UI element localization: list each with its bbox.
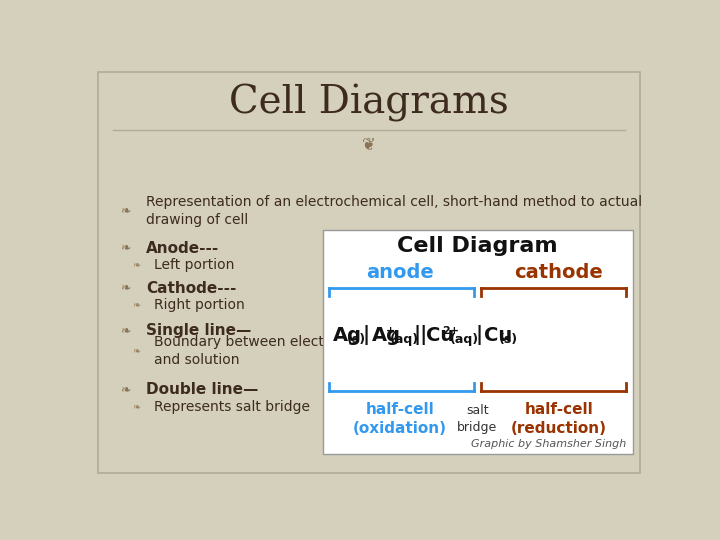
Text: Cell Diagrams: Cell Diagrams	[229, 84, 509, 122]
Text: (aq): (aq)	[449, 333, 479, 346]
Text: Left portion: Left portion	[153, 258, 234, 272]
Text: Ag: Ag	[372, 326, 401, 345]
Text: 2+: 2+	[442, 326, 459, 336]
Text: ❧: ❧	[120, 241, 130, 254]
Text: Cu: Cu	[426, 326, 454, 345]
Text: anode: anode	[366, 263, 434, 282]
Text: Right portion: Right portion	[153, 298, 244, 312]
Text: ❦: ❦	[362, 136, 376, 154]
Text: Representation of an electrochemical cell, short-hand method to actual
drawing o: Representation of an electrochemical cel…	[145, 195, 642, 227]
Text: (s): (s)	[347, 333, 366, 346]
Text: Double line—: Double line—	[145, 382, 258, 397]
Text: Represents salt bridge: Represents salt bridge	[153, 401, 310, 415]
Text: ❧: ❧	[132, 402, 140, 413]
Text: Cell Diagram: Cell Diagram	[397, 236, 558, 256]
Text: half-cell
(oxidation): half-cell (oxidation)	[353, 402, 447, 436]
Text: Cu: Cu	[485, 326, 513, 345]
Text: ❧: ❧	[120, 205, 130, 218]
Text: ❧: ❧	[132, 260, 140, 270]
Text: cathode: cathode	[515, 263, 603, 282]
Text: Ag: Ag	[333, 326, 362, 345]
Bar	[323, 231, 632, 454]
Text: Boundary between electrode
and solution: Boundary between electrode and solution	[153, 335, 355, 367]
Text: salt
bridge: salt bridge	[457, 404, 498, 434]
Text: half-cell
(reduction): half-cell (reduction)	[511, 402, 607, 436]
Text: ||: ||	[413, 326, 428, 346]
Text: ❧: ❧	[120, 383, 130, 396]
Text: ❧: ❧	[120, 281, 130, 295]
Text: ❧: ❧	[132, 346, 140, 356]
Text: Anode---: Anode---	[145, 240, 219, 255]
Text: ❧: ❧	[120, 324, 130, 337]
Text: (s): (s)	[498, 333, 518, 346]
Text: |: |	[363, 326, 370, 346]
Text: (aq): (aq)	[390, 333, 419, 346]
Text: Graphic by Shamsher Singh: Graphic by Shamsher Singh	[471, 440, 626, 449]
Text: +: +	[386, 326, 395, 336]
Text: Single line—: Single line—	[145, 323, 251, 338]
Text: |: |	[475, 326, 482, 346]
Text: Cathode---: Cathode---	[145, 281, 236, 295]
Text: ❧: ❧	[132, 300, 140, 310]
